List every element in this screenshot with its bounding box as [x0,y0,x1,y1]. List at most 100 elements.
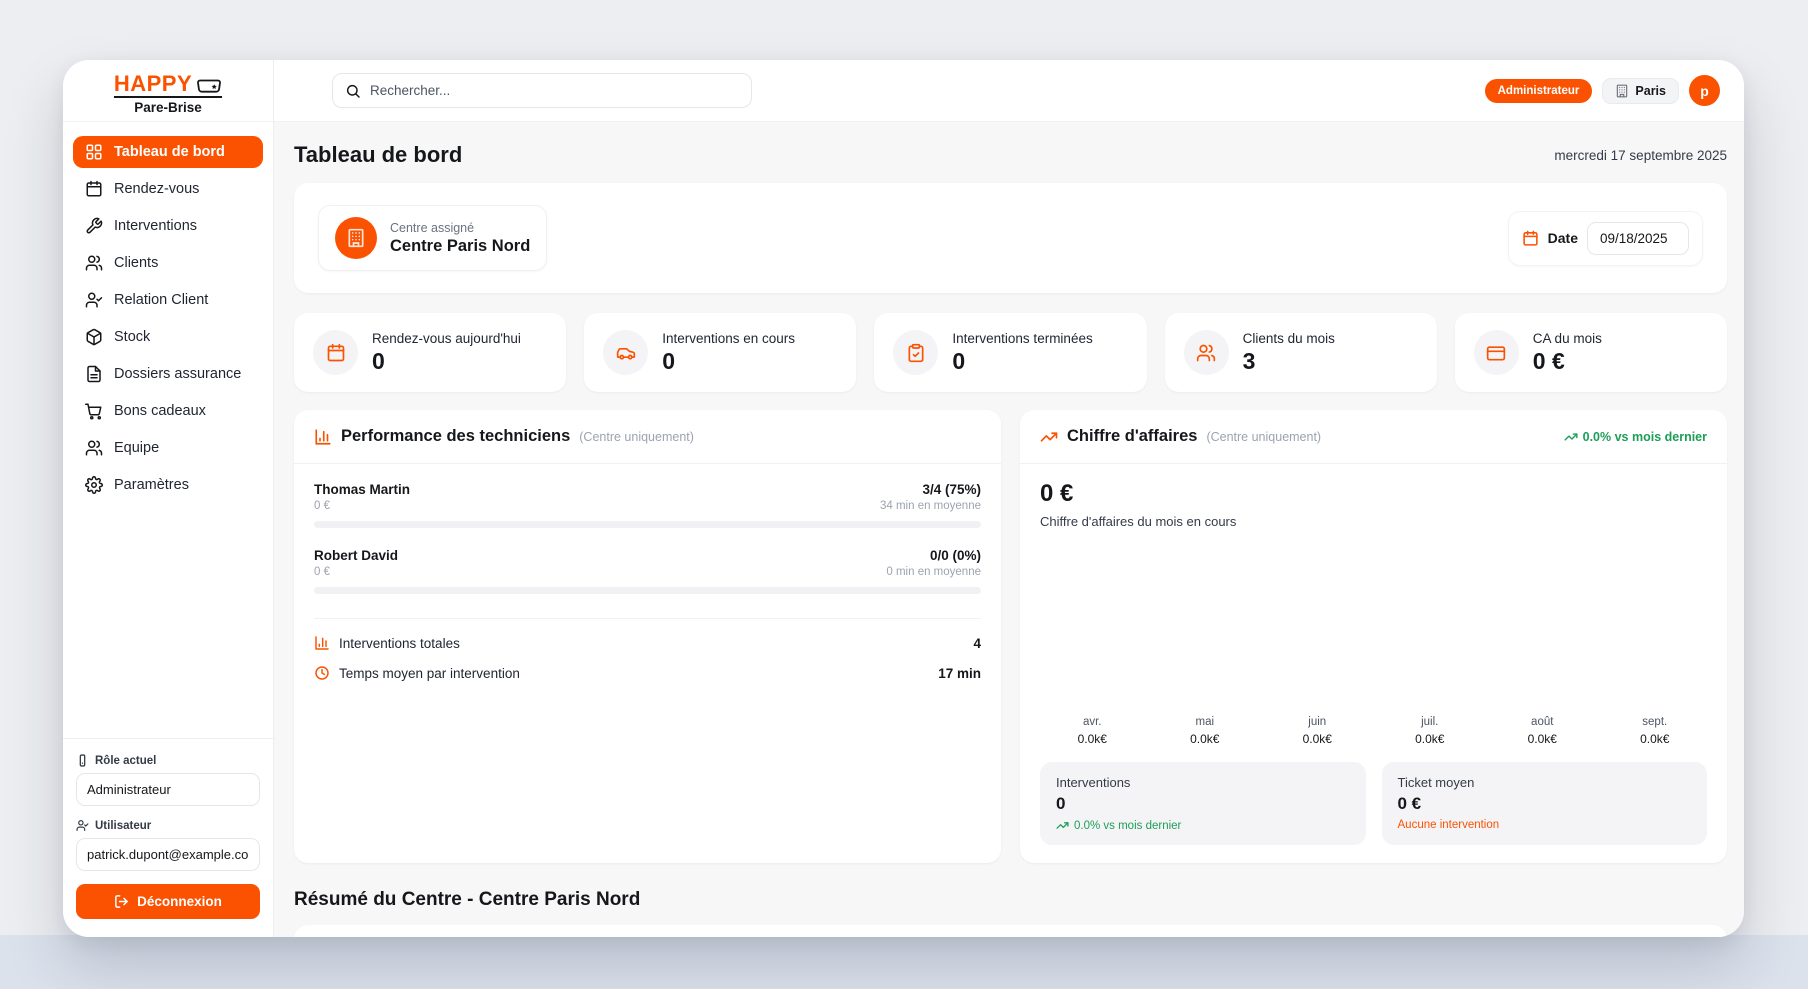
chart-month-label: mai [1195,716,1215,728]
chart-month-label: juin [1308,716,1327,728]
calendar-icon [85,180,103,198]
stat-text: CA du mois 0 € [1533,331,1602,375]
trending-up-icon [1564,430,1578,444]
chart-column: juil. 0.0k€ [1378,539,1483,746]
revenue-panel: Chiffre d'affaires (Centre uniquement) 0… [1020,410,1727,863]
sidebar-item-label: Tableau de bord [114,144,225,160]
chart-column: avr. 0.0k€ [1040,539,1145,746]
trending-up-icon [1040,428,1058,446]
calendar-icon [1522,230,1539,247]
user-icon [76,819,89,832]
stats-row: Rendez-vous aujourd'hui 0 Interventions en… [294,313,1727,392]
technician-name: Thomas Martin [314,482,411,497]
sidebar-item-label: Equipe [114,440,160,456]
chart-value-label: 0.0k€ [1077,732,1107,746]
total-label: Interventions totales [339,635,460,651]
page-background-strip [0,935,1808,989]
sidebar: HAPPY Pare-Brise Tableau de bord Rendez-v… [63,60,274,937]
users-icon [85,254,103,272]
chart-value-label: 0.0k€ [1527,732,1557,746]
stat-text: Interventions terminées 0 [952,331,1092,375]
sidebar-footer: Rôle actuel Utilisateur Déconnexio [63,738,273,937]
stat-text: Interventions en cours 0 [662,331,795,375]
stat-card: Interventions terminées 0 [874,313,1147,392]
users-icon [1196,343,1216,363]
revenue-box: Ticket moyen 0 € Aucune intervention [1381,762,1707,845]
chart-column: juin 0.0k€ [1265,539,1370,746]
sidebar-item-dossiers-assurance[interactable]: Dossiers assurance [73,358,263,390]
sidebar-item-interventions[interactable]: Interventions [73,210,263,242]
technician-average-time: 34 min en moyenne [879,500,981,512]
stat-label: Clients du mois [1242,330,1335,346]
file-text-icon [85,365,103,383]
chart-column: sept. 0.0k€ [1603,539,1708,746]
users-icon [85,439,103,457]
bar-chart-icon [314,635,330,651]
revenue-title: Chiffre d'affaires [1067,427,1198,445]
search-input[interactable] [370,83,739,98]
revenue-box-value: 0 € [1397,794,1422,813]
app-window: HAPPY Pare-Brise Tableau de bord Rendez-v… [63,60,1744,937]
sidebar-item-rendez-vous[interactable]: Rendez-vous [73,173,263,205]
calendar-icon [326,343,346,363]
date-label: Date [1547,230,1578,246]
revenue-box-note: 0.0% vs mois dernier [1056,819,1350,832]
role-label: Rôle actuel [95,754,157,767]
stat-text: Clients du mois 3 [1243,331,1335,375]
sidebar-item-label: Stock [114,329,151,345]
stat-card: Clients du mois 3 [1164,313,1437,392]
performance-title: Performance des techniciens [341,427,571,445]
chart-value-label: 0.0k€ [1640,732,1670,746]
technician-average-time: 0 min en moyenne [886,566,981,578]
center-chip: Centre assigné Centre Paris Nord [318,205,548,271]
stat-icon-circle [1183,330,1229,375]
total-label: Temps moyen par intervention [339,665,520,681]
sidebar-item-relation-client[interactable]: Relation Client [73,284,263,316]
sidebar-item-clients[interactable]: Clients [73,247,263,279]
technician-ratio: 0/0 (0%) [929,548,981,563]
chart-value-label: 0.0k€ [1415,732,1445,746]
sidebar-item-equipe[interactable]: Equipe [73,432,263,464]
clipboard-check-icon [906,343,926,363]
technician-ratio: 3/4 (75%) [922,482,981,497]
role-select[interactable] [76,773,260,806]
location-badge[interactable]: Paris [1602,77,1679,104]
building-icon [346,228,366,248]
sidebar-item-label: Bons cadeaux [114,403,206,419]
brand-subname: Pare-Brise [134,99,202,115]
stat-label: Interventions terminées [952,330,1093,346]
logout-button[interactable]: Déconnexion [76,884,260,919]
technician-row: Robert David 0/0 (0%) 0 € 0 min en moyenne [314,548,981,594]
sidebar-item-bons-cadeaux[interactable]: Bons cadeaux [73,395,263,427]
sidebar-item-label: Paramètres [114,477,189,493]
center-assigned-label: Centre assigné [390,220,475,235]
user-email-field[interactable] [76,838,260,871]
dashboard-content: Tableau de bord mercredi 17 septembre 20… [274,122,1744,937]
logout-label: Déconnexion [137,894,222,909]
search-box[interactable] [332,73,752,108]
stat-value: 0 [662,347,675,374]
sidebar-item-label: Clients [114,255,159,271]
windshield-icon [196,79,222,95]
sidebar-nav: Tableau de bord Rendez-vous Interventions C… [63,122,273,501]
sidebar-item-stock[interactable]: Stock [73,321,263,353]
sidebar-item-tableau-de-bord[interactable]: Tableau de bord [73,136,263,168]
revenue-caption: Chiffre d'affaires du mois en cours [1040,514,1237,529]
stat-text: Rendez-vous aujourd'hui 0 [372,331,521,375]
user-avatar[interactable]: p [1689,75,1720,106]
user-label: Utilisateur [95,819,152,832]
date-input[interactable] [1587,221,1689,255]
chart-column: août 0.0k€ [1490,539,1595,746]
package-icon [85,328,103,346]
logout-icon [114,894,129,909]
revenue-box-note: Aucune intervention [1398,819,1692,831]
stat-icon-circle [603,330,649,375]
center-name: Centre Paris Nord [390,236,531,255]
sidebar-item-param-tres[interactable]: Paramètres [73,469,263,501]
stat-icon-circle [893,330,939,375]
center-summary-card [294,925,1727,937]
chart-column: mai 0.0k€ [1153,539,1258,746]
revenue-boxes: Interventions 0 0.0% vs mois dernier Ticket… [1040,762,1707,845]
stat-icon-circle [313,330,358,375]
technician-revenue: 0 € [314,500,330,512]
